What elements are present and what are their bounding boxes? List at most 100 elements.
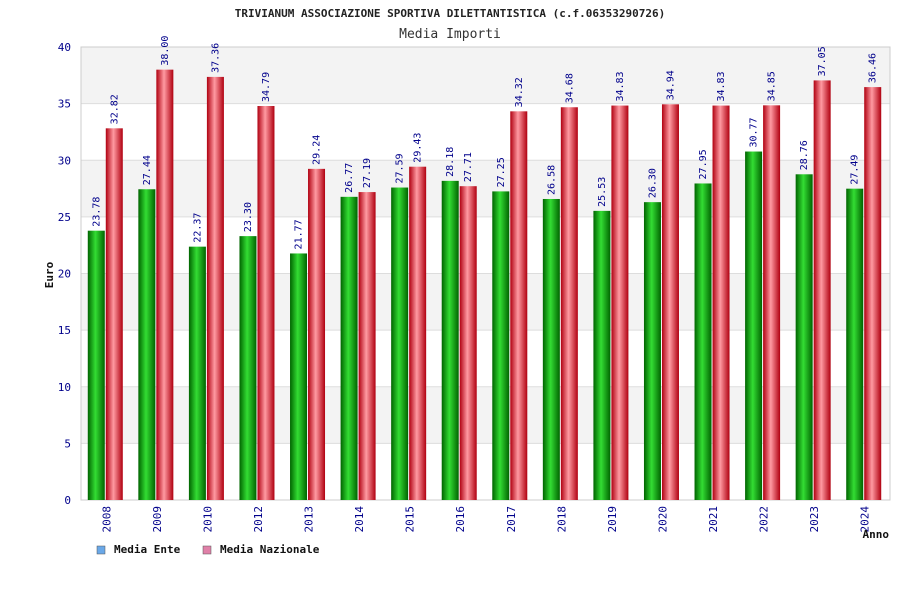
bar-media-ente — [542, 198, 560, 500]
data-label: 25.53 — [597, 177, 608, 207]
x-tick-label: 2016 — [454, 506, 467, 533]
data-label: 27.44 — [142, 155, 153, 185]
y-tick-label: 15 — [58, 324, 71, 337]
chart-title: TRIVIANUM ASSOCIAZIONE SPORTIVA DILETTAN… — [235, 7, 665, 20]
x-tick-label: 2008 — [100, 506, 113, 533]
bar-media-ente — [290, 253, 308, 500]
data-label: 27.25 — [496, 157, 507, 187]
bar-media-ente — [188, 246, 206, 500]
bar-media-ente — [694, 183, 712, 500]
bar-media-ente — [795, 174, 813, 500]
data-label: 34.85 — [767, 71, 778, 101]
x-tick-label: 2009 — [151, 506, 164, 533]
bar-media-nazionale — [206, 76, 224, 500]
bar-media-ente — [441, 180, 459, 500]
bar-media-ente — [87, 230, 105, 500]
bar-media-ente — [593, 210, 611, 501]
data-label: 34.83 — [615, 71, 626, 101]
data-label: 27.71 — [463, 152, 474, 182]
y-tick-label: 40 — [58, 41, 71, 54]
bar-media-nazionale — [510, 111, 528, 501]
data-label: 34.68 — [564, 73, 575, 103]
y-tick-label: 35 — [58, 98, 71, 111]
plot-frame — [80, 46, 891, 501]
bar-media-nazionale — [712, 105, 730, 501]
data-label: 36.46 — [868, 53, 879, 83]
y-tick-label: 5 — [64, 437, 71, 450]
bar-media-ente — [745, 151, 763, 500]
bar-media-nazionale — [560, 107, 578, 501]
data-label: 29.24 — [312, 135, 323, 165]
bar-media-nazionale — [763, 105, 781, 500]
data-label: 27.49 — [850, 155, 861, 185]
data-label: 29.43 — [413, 133, 424, 163]
x-tick-label: 2020 — [656, 506, 669, 533]
bar-media-ente — [391, 187, 409, 500]
x-tick-label: 2019 — [606, 506, 619, 533]
bar-media-ente — [492, 191, 510, 501]
bar-media-ente — [340, 196, 358, 500]
bar-media-nazionale — [611, 105, 629, 501]
y-tick-label: 0 — [64, 494, 71, 507]
bar-media-ente — [138, 189, 156, 500]
x-tick-label: 2023 — [808, 506, 821, 533]
bar-media-nazionale — [661, 104, 679, 500]
y-tick-label: 25 — [58, 211, 71, 224]
bar-media-nazionale — [257, 106, 275, 501]
bar-media-nazionale — [358, 192, 376, 501]
data-label: 30.77 — [749, 117, 760, 147]
data-label: 27.95 — [698, 149, 709, 179]
x-axis-label: Anno — [863, 528, 890, 541]
data-label: 27.59 — [395, 153, 406, 183]
chart-subtitle: Media Importi — [399, 27, 501, 42]
data-label: 23.78 — [91, 197, 102, 227]
legend-label-media-nazionale: Media Nazionale — [220, 543, 320, 556]
legend: Media Ente Media Nazionale — [96, 543, 320, 556]
bar-media-ente — [846, 188, 864, 500]
bar-media-nazionale — [459, 186, 477, 500]
bar-media-ente — [643, 202, 661, 500]
legend-label-media-ente: Media Ente — [114, 543, 181, 556]
x-tick-label: 2021 — [707, 506, 720, 533]
y-axis-ticks: 0 5 10 15 20 25 30 35 40 — [58, 41, 71, 507]
data-label: 23.30 — [243, 202, 254, 232]
bar-media-nazionale — [813, 80, 831, 500]
x-tick-label: 2018 — [555, 506, 568, 533]
data-label: 21.77 — [294, 219, 305, 249]
data-label: 37.05 — [817, 46, 828, 76]
y-tick-label: 20 — [58, 268, 71, 281]
bar-media-nazionale — [156, 69, 174, 501]
bar-media-nazionale — [864, 87, 882, 500]
data-label: 26.58 — [546, 165, 557, 195]
data-label: 34.94 — [665, 70, 676, 100]
legend-swatch-media-ente — [96, 545, 106, 555]
data-label: 32.82 — [109, 94, 120, 124]
data-label: 38.00 — [160, 36, 171, 66]
bars: 23.78 32.82 27.44 38.00 22.37 37.36 23.30 34.79… — [87, 36, 882, 501]
data-label: 26.30 — [647, 168, 658, 198]
data-label: 34.83 — [716, 71, 727, 101]
bar-media-ente — [239, 236, 257, 500]
x-tick-label: 2013 — [303, 506, 316, 533]
data-label: 26.77 — [344, 163, 355, 193]
data-label: 28.76 — [799, 140, 810, 170]
legend-swatch-media-nazionale — [202, 545, 212, 555]
x-tick-label: 2015 — [404, 506, 417, 533]
data-label: 22.37 — [192, 213, 203, 243]
bar-media-nazionale — [409, 166, 427, 500]
y-axis-label: Euro — [43, 261, 56, 288]
data-label: 28.18 — [445, 147, 456, 177]
x-tick-label: 2010 — [201, 506, 214, 533]
x-tick-label: 2014 — [353, 506, 366, 533]
data-label: 27.19 — [362, 158, 373, 188]
bar-media-nazionale — [105, 128, 123, 500]
x-tick-label: 2022 — [758, 506, 771, 533]
x-tick-label: 2024 — [859, 506, 872, 533]
bar-media-nazionale — [308, 168, 326, 500]
x-tick-label: 2017 — [505, 506, 518, 533]
data-label: 37.36 — [210, 43, 221, 73]
data-label: 34.79 — [261, 72, 272, 102]
x-axis-ticks: 2008 2009 2010 2012 2013 2014 2015 2016 2017 2018… — [100, 506, 871, 533]
x-tick-label: 2012 — [252, 506, 265, 533]
